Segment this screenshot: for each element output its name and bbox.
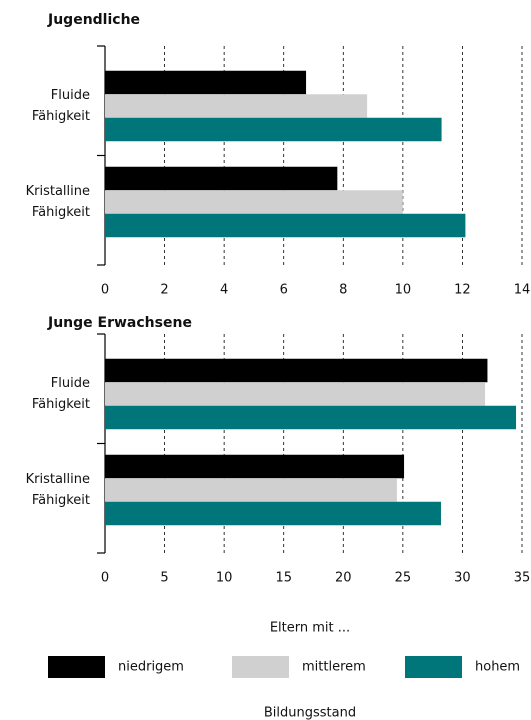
bar xyxy=(105,382,486,406)
category-label: Fluide Fähigkeit xyxy=(31,88,90,124)
legend-swatch xyxy=(232,656,289,678)
bar xyxy=(105,94,368,118)
bar xyxy=(105,166,338,191)
chart-title: Junge Erwachsene xyxy=(47,315,192,331)
bar xyxy=(105,405,517,430)
bar xyxy=(105,478,397,502)
legend-swatch xyxy=(48,656,105,678)
x-tick-label: 0 xyxy=(101,283,109,298)
legend-label: hohem xyxy=(475,660,520,675)
bar xyxy=(105,117,442,142)
bar xyxy=(105,501,441,526)
x-tick-label: 30 xyxy=(454,571,471,586)
x-tick-label: 14 xyxy=(514,283,531,298)
x-tick-label: 6 xyxy=(280,283,288,298)
x-tick-label: 20 xyxy=(335,571,352,586)
x-tick-label: 8 xyxy=(339,283,347,298)
legend-label: mittlerem xyxy=(302,660,366,675)
category-label: Kristalline Fähigkeit xyxy=(25,472,90,508)
bar xyxy=(105,358,488,383)
bar xyxy=(105,454,405,479)
x-tick-label: 15 xyxy=(275,571,292,586)
x-tick-label: 5 xyxy=(160,571,168,586)
bar xyxy=(105,190,403,214)
legend-swatch xyxy=(405,656,462,678)
x-tick-label: 4 xyxy=(220,283,228,298)
category-label: Kristalline Fähigkeit xyxy=(25,184,90,220)
x-tick-label: 25 xyxy=(395,571,412,586)
legend-title: Eltern mit ... xyxy=(270,621,350,636)
x-tick-label: 12 xyxy=(454,283,471,298)
x-tick-label: 2 xyxy=(160,283,168,298)
x-tick-label: 35 xyxy=(514,571,531,586)
legend-subtitle: Bildungsstand xyxy=(264,706,356,720)
category-label: Fluide Fähigkeit xyxy=(31,376,90,412)
chart-title: Jugendliche xyxy=(47,12,140,28)
x-tick-label: 10 xyxy=(395,283,412,298)
x-tick-label: 0 xyxy=(101,571,109,586)
legend-label: niedrigem xyxy=(118,660,184,675)
bar xyxy=(105,213,466,238)
bar xyxy=(105,70,307,95)
x-tick-label: 10 xyxy=(216,571,233,586)
